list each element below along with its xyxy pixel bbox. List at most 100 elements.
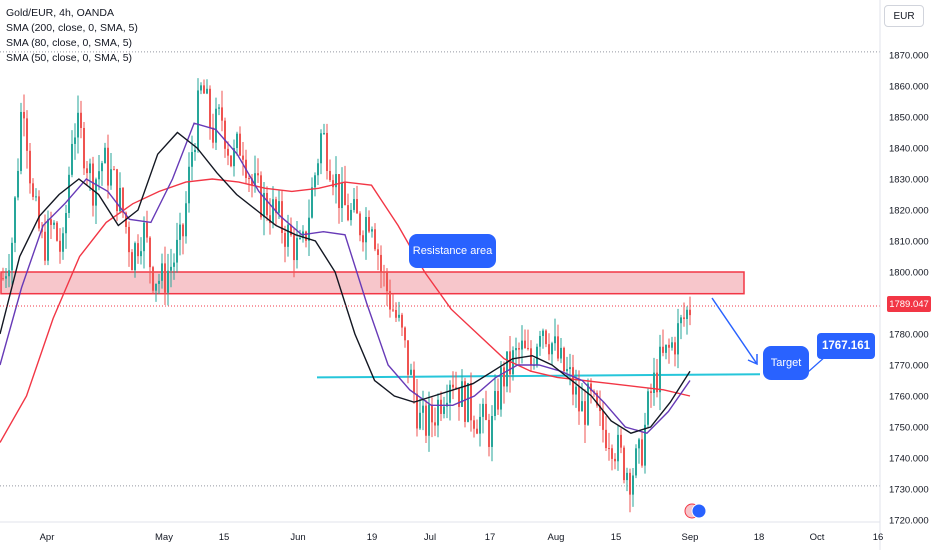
candle-body xyxy=(479,416,481,434)
candle-body xyxy=(443,406,445,414)
resistance-area-label[interactable]: Resistance area xyxy=(409,234,496,268)
symbol-title[interactable]: Gold/EUR, 4h, OANDA xyxy=(6,7,114,19)
time-tick-label: 15 xyxy=(219,532,230,543)
candle-body xyxy=(425,405,427,436)
candle-body xyxy=(131,252,133,271)
candle-body xyxy=(107,147,109,186)
time-tick-label: Apr xyxy=(40,532,55,543)
candle-body xyxy=(356,199,358,214)
time-tick-label: 17 xyxy=(485,532,496,543)
sma-50-legend[interactable]: SMA (50, close, 0, SMA, 5) xyxy=(6,52,133,64)
price-tick-label: 1830.000 xyxy=(889,175,929,186)
candle-body xyxy=(689,309,691,316)
candle-body xyxy=(527,348,529,350)
candle-body xyxy=(668,344,670,348)
target-label[interactable]: Target xyxy=(763,346,809,380)
support-line[interactable] xyxy=(316,373,761,379)
candle-body xyxy=(605,429,607,449)
candle-body xyxy=(143,222,145,252)
candle-body xyxy=(83,127,85,169)
candle-body xyxy=(116,169,118,212)
candle-body xyxy=(56,222,58,241)
candle-body xyxy=(308,217,310,241)
candle-body xyxy=(524,340,526,349)
price-tick-label: 1850.000 xyxy=(889,113,929,124)
price-tick-label: 1840.000 xyxy=(889,144,929,155)
candle-body xyxy=(50,219,52,225)
candle-body xyxy=(566,369,568,372)
candle-body xyxy=(149,237,151,268)
candle-body xyxy=(587,383,589,425)
time-axis[interactable]: Apr May 15 Jun 19 Jul 17 Aug 15 Sep 18 Oct 16 xyxy=(40,532,884,543)
candle-body xyxy=(74,137,76,144)
candle-body xyxy=(485,403,487,420)
candle-body xyxy=(548,344,550,355)
candle-body xyxy=(338,174,340,209)
candle-body xyxy=(653,372,655,394)
currency-button[interactable]: EUR xyxy=(884,5,924,27)
candle-body xyxy=(683,317,685,319)
candle-body xyxy=(233,148,235,167)
price-tick-label: 1780.000 xyxy=(889,330,929,341)
price-axis[interactable]: 1870.000 1860.000 1850.000 1840.000 1830.000… xyxy=(889,51,929,527)
candle-body xyxy=(197,90,199,150)
candle-body xyxy=(665,344,667,353)
candle-body xyxy=(671,342,673,348)
candle-body xyxy=(359,213,361,236)
candle-body xyxy=(20,111,22,171)
candle-body xyxy=(266,192,268,216)
candle-body xyxy=(23,111,25,119)
candle-body xyxy=(188,166,190,204)
candle-body xyxy=(662,346,664,353)
candle-body xyxy=(113,169,115,171)
candle-body xyxy=(62,233,64,252)
candle-body xyxy=(296,238,298,261)
candle-body xyxy=(14,197,16,243)
candle-body xyxy=(251,178,253,186)
sma-200-legend[interactable]: SMA (200, close, 0, SMA, 5) xyxy=(6,22,138,34)
candle-body xyxy=(641,439,643,466)
target-value-label[interactable]: 1767.161 xyxy=(817,333,875,359)
candle-body xyxy=(374,229,376,250)
candle-body xyxy=(563,347,565,372)
candle-body xyxy=(599,405,601,412)
candle-body xyxy=(497,391,499,410)
sma-80-legend[interactable]: SMA (80, close, 0, SMA, 5) xyxy=(6,37,133,49)
candle-body xyxy=(503,367,505,387)
candle-body xyxy=(464,381,466,422)
candle-body xyxy=(323,132,325,134)
price-tick-label: 1870.000 xyxy=(889,51,929,62)
candle-body xyxy=(530,348,532,365)
candle-body xyxy=(260,175,262,218)
candle-body xyxy=(470,383,472,421)
candle-body xyxy=(500,367,502,410)
candle-body xyxy=(278,201,280,213)
event-icons[interactable] xyxy=(684,503,707,519)
candle-body xyxy=(611,448,613,459)
candle-body xyxy=(488,419,490,447)
candle-body xyxy=(146,222,148,238)
resistance-zone[interactable] xyxy=(0,271,745,295)
price-tick-label: 1770.000 xyxy=(889,361,929,372)
candle-body xyxy=(353,199,355,210)
candle-body xyxy=(332,180,334,188)
event-icon[interactable] xyxy=(691,503,707,519)
candle-body xyxy=(476,428,478,434)
candle-body xyxy=(275,199,277,213)
time-tick-label: Jun xyxy=(290,532,305,543)
candle-body xyxy=(215,108,217,143)
candle-body xyxy=(506,351,508,387)
candle-body xyxy=(158,280,160,284)
price-tick-label: 1820.000 xyxy=(889,206,929,217)
candle-body xyxy=(53,222,55,225)
candle-body xyxy=(26,118,28,151)
price-tick-label: 1760.000 xyxy=(889,392,929,403)
candle-body xyxy=(230,155,232,167)
candle-body xyxy=(539,335,541,347)
candle-body xyxy=(206,88,208,94)
candle-body xyxy=(350,209,352,221)
candle-body xyxy=(200,85,202,91)
candle-body xyxy=(371,229,373,232)
candle-body xyxy=(620,434,622,448)
